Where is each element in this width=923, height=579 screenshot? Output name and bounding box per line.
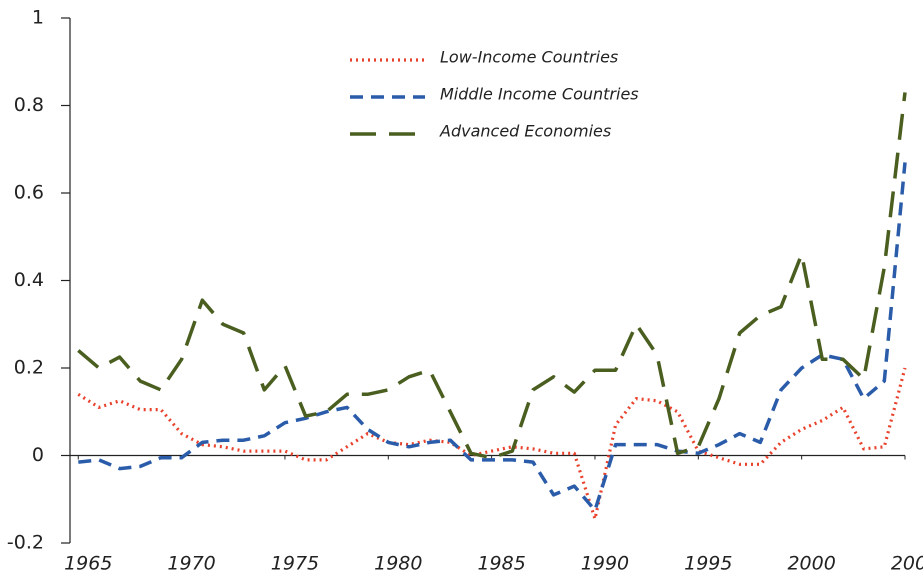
legend-label: Advanced Economies [439, 122, 611, 141]
x-tick-label: 1990 [581, 553, 629, 575]
x-tick-label: 1995 [684, 553, 732, 575]
series-line [77, 367, 907, 521]
x-tick-label: 1985 [477, 553, 525, 575]
x-tick-label: 1965 [64, 553, 112, 575]
y-tick-label: 0.6 [14, 182, 44, 204]
x-tick-label: 1980 [374, 553, 422, 575]
y-tick-label: 0.8 [14, 94, 44, 116]
series-line [78, 162, 907, 512]
legend-label: Low-Income Countries [440, 48, 618, 67]
y-tick-label: 1 [32, 7, 44, 29]
y-tick-label: 0 [32, 444, 44, 466]
x-tick-label: 2005 [891, 553, 923, 575]
y-tick-label: 0.4 [14, 269, 44, 291]
x-tick-label: 1975 [271, 553, 319, 575]
y-tick-label: 0.2 [14, 357, 44, 379]
legend-label: Middle Income Countries [440, 85, 639, 104]
y-tick-label: -0.2 [7, 532, 44, 554]
x-tick-label: 2000 [787, 553, 835, 575]
x-tick-label: 1970 [167, 553, 215, 575]
series-line [77, 92, 907, 460]
